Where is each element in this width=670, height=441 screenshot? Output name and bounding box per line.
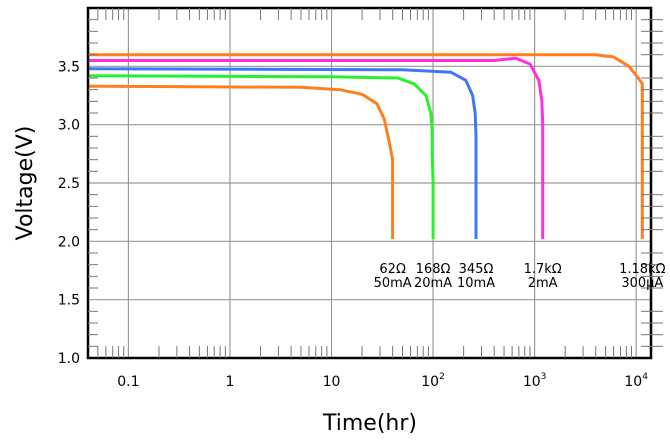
annotation-resistance: 168Ω — [416, 262, 451, 277]
plot-frame — [86, 6, 653, 360]
series-line-2 — [87, 74, 435, 239]
y-tick-label: 2.0 — [58, 234, 80, 250]
annotation-current: 20mA — [414, 276, 452, 291]
series-line-3 — [87, 67, 478, 239]
annotation-current: 50mA — [374, 276, 412, 291]
series-line-5 — [88, 53, 644, 239]
annotation-current: 10mA — [457, 276, 495, 291]
annotation-resistance: 62Ω — [379, 262, 406, 277]
y-tick-label: 1.5 — [58, 293, 80, 309]
series-line-4 — [88, 56, 545, 239]
axis-ticks: 0.1 1 10 102 103 104 1.0 1.5 2.0 2.5 3.0 3.5 — [58, 8, 663, 390]
x-tick-label: 102 — [421, 372, 445, 390]
y-tick-label: 2.5 — [58, 176, 80, 192]
y-tick-label: 3.5 — [58, 59, 80, 75]
series-line-1 — [87, 84, 395, 239]
x-tick-label: 104 — [624, 372, 648, 390]
y-tick-label: 3.0 — [58, 118, 80, 134]
x-tick-label: 10 — [323, 374, 341, 390]
annotation-resistance: 1.18kΩ — [619, 262, 665, 277]
x-tick-label: 0.1 — [117, 374, 139, 390]
x-axis-label: Time(hr) — [322, 411, 417, 436]
annotation-current: 300μA — [621, 276, 663, 291]
y-tick-label: 1.0 — [58, 351, 80, 367]
annotation-resistance: 1.7kΩ — [524, 262, 562, 277]
series-lines — [87, 53, 644, 239]
x-tick-label: 103 — [523, 372, 547, 390]
annotation-current: 2mA — [528, 276, 558, 291]
y-axis-label: Voltage(V) — [13, 126, 38, 241]
annotation-resistance: 345Ω — [459, 262, 494, 277]
x-tick-label: 1 — [225, 374, 234, 390]
